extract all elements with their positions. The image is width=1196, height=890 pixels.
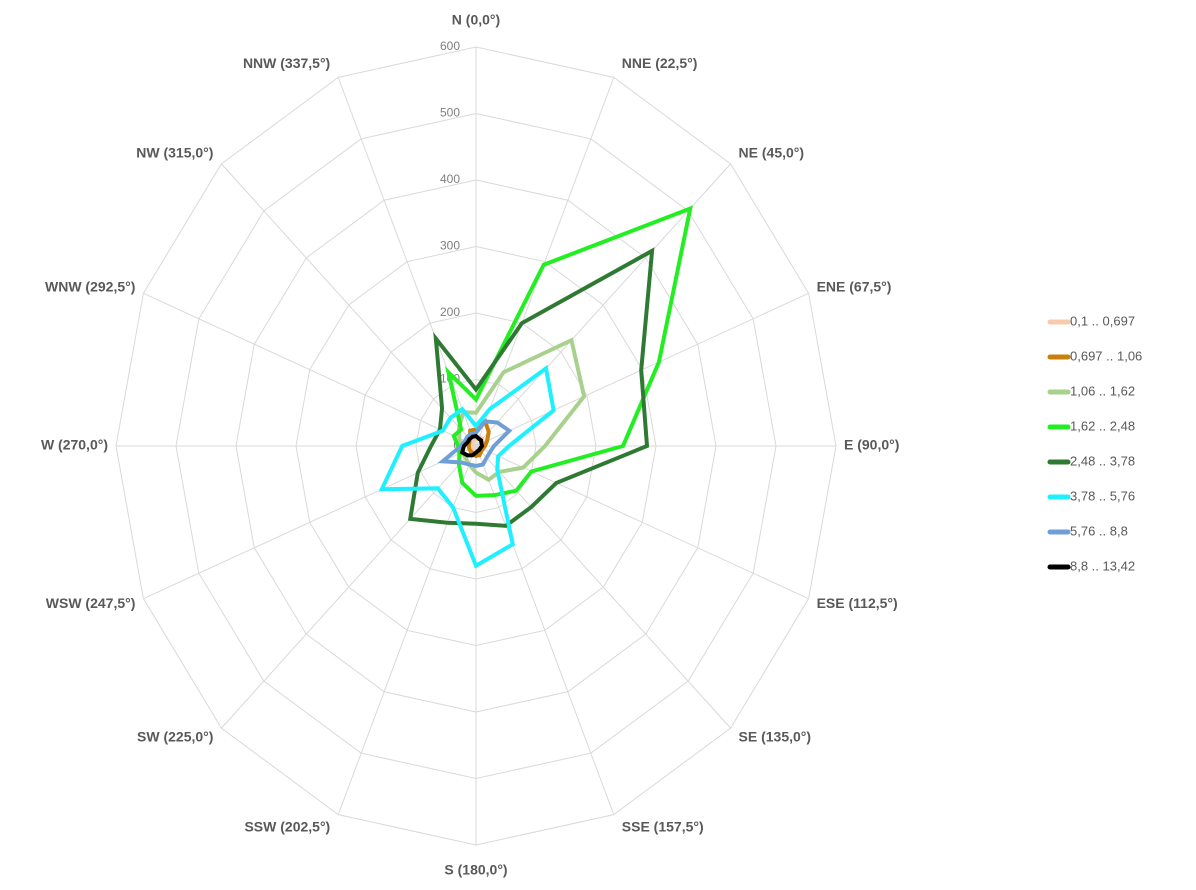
- series-line: [437, 419, 513, 468]
- category-label: NW (315,0°): [136, 145, 213, 161]
- spoke: [337, 445, 477, 815]
- legend-label: 3,78 .. 5,76: [1070, 488, 1135, 503]
- series-line: [407, 247, 655, 528]
- legend-label: 0,1 .. 0,697: [1070, 313, 1135, 328]
- spoke: [221, 445, 477, 729]
- legend-label: 5,76 .. 8,8: [1070, 523, 1128, 538]
- spoke: [475, 445, 731, 729]
- y-tick-label: 300: [440, 239, 460, 253]
- category-label: NE (45,0°): [739, 145, 805, 161]
- spoke: [475, 445, 615, 815]
- category-label: E (90,0°): [844, 437, 899, 453]
- series-line: [459, 433, 485, 458]
- spoke: [221, 163, 477, 447]
- legend-label: 0,697 .. 1,06: [1070, 348, 1142, 363]
- legend-label: 2,48 .. 3,78: [1070, 453, 1135, 468]
- category-label: SE (135,0°): [739, 729, 812, 745]
- spoke: [475, 77, 615, 447]
- y-tick-label: 500: [440, 106, 460, 120]
- category-label: NNW (337,5°): [243, 55, 330, 71]
- category-label: N (0,0°): [452, 12, 500, 28]
- category-label: SSW (202,5°): [244, 818, 330, 834]
- y-tick-label: 600: [440, 39, 460, 53]
- legend-label: 1,62 .. 2,48: [1070, 418, 1135, 433]
- category-label: SSE (157,5°): [622, 818, 704, 834]
- y-tick-label: 400: [440, 172, 460, 186]
- series-line: [457, 337, 587, 483]
- spoke: [475, 445, 809, 600]
- category-label: ESE (112,5°): [817, 595, 898, 611]
- category-label: S (180,0°): [444, 862, 507, 878]
- spoke: [143, 292, 477, 447]
- series-line: [378, 364, 556, 569]
- legend-label: 1,06 .. 1,62: [1070, 383, 1135, 398]
- y-tick-label: 200: [440, 305, 460, 319]
- category-label: SW (225,0°): [137, 729, 213, 745]
- category-label: NNE (22,5°): [622, 55, 698, 71]
- spoke: [337, 77, 477, 447]
- series-line: [445, 205, 693, 498]
- category-label: WNW (292,5°): [45, 279, 135, 295]
- category-label: WSW (247,5°): [46, 595, 136, 611]
- category-label: W (270,0°): [41, 437, 108, 453]
- legend-label: 8,8 .. 13,42: [1070, 558, 1135, 573]
- category-label: ENE (67,5°): [817, 279, 892, 295]
